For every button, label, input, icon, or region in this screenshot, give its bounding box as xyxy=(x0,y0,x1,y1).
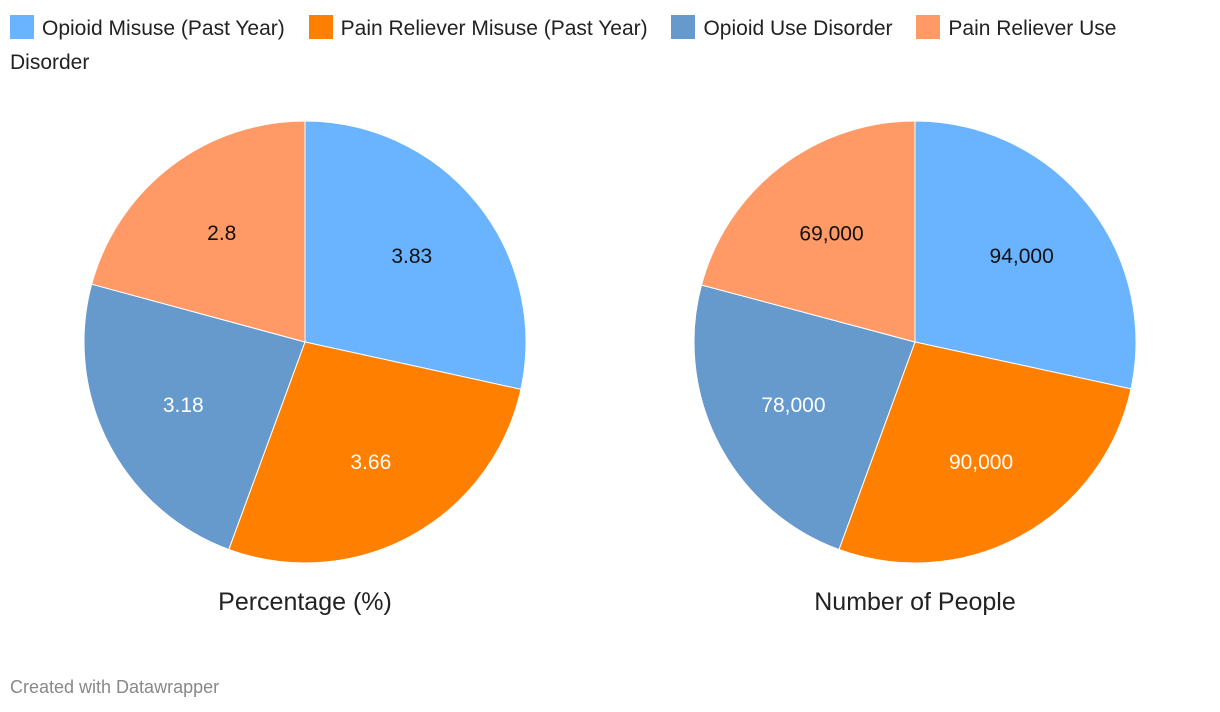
pie-0: 3.83 3.66 3.18 2.8 xyxy=(83,120,527,564)
legend-swatch xyxy=(671,15,696,39)
legend-item-opioid-use-disorder: Opioid Use Disorder xyxy=(671,15,893,40)
pie-slice xyxy=(693,284,916,551)
legend-item-pain-reliever-use-disorder: Pain Reliever Use Disorder xyxy=(10,15,1117,74)
pie-title-percentage: Percentage (%) xyxy=(218,588,392,616)
footer-credit: Created with Datawrapper xyxy=(10,677,220,697)
pie-1: 94,000 90,000 78,000 69,000 xyxy=(693,120,1137,564)
legend-swatch xyxy=(308,15,333,39)
slice-label: 3.83 xyxy=(391,245,432,268)
slice-label: 2.8 xyxy=(207,222,236,245)
legend-label: Pain Reliever Use Disorder xyxy=(10,17,1117,74)
pie-slice xyxy=(914,120,1137,390)
pie-slice xyxy=(838,341,1132,564)
pie-slice xyxy=(700,120,916,343)
legend-swatch xyxy=(916,15,941,39)
legend-item-opioid-misuse: Opioid Misuse (Past Year) xyxy=(10,15,285,40)
slice-label: 78,000 xyxy=(761,394,825,417)
pie-slice xyxy=(91,120,306,343)
pie-slice xyxy=(228,341,522,564)
slice-label: 3.66 xyxy=(350,451,391,474)
legend-swatch xyxy=(10,15,34,39)
slice-label: 3.18 xyxy=(163,394,204,417)
slice-label: 69,000 xyxy=(799,222,863,245)
pie-slice xyxy=(83,283,306,551)
legend-label: Opioid Misuse (Past Year) xyxy=(42,17,285,40)
slice-label: 94,000 xyxy=(990,245,1054,268)
slice-label: 90,000 xyxy=(949,451,1013,474)
pie-slice xyxy=(304,120,527,390)
legend-label: Pain Reliever Misuse (Past Year) xyxy=(340,17,648,40)
legend-label: Opioid Use Disorder xyxy=(703,17,893,40)
legend-item-pain-reliever-misuse: Pain Reliever Misuse (Past Year) xyxy=(308,15,648,40)
pie-title-number-of-people: Number of People xyxy=(814,588,1016,616)
legend: Opioid Misuse (Past Year) Pain Reliever … xyxy=(10,12,1210,80)
